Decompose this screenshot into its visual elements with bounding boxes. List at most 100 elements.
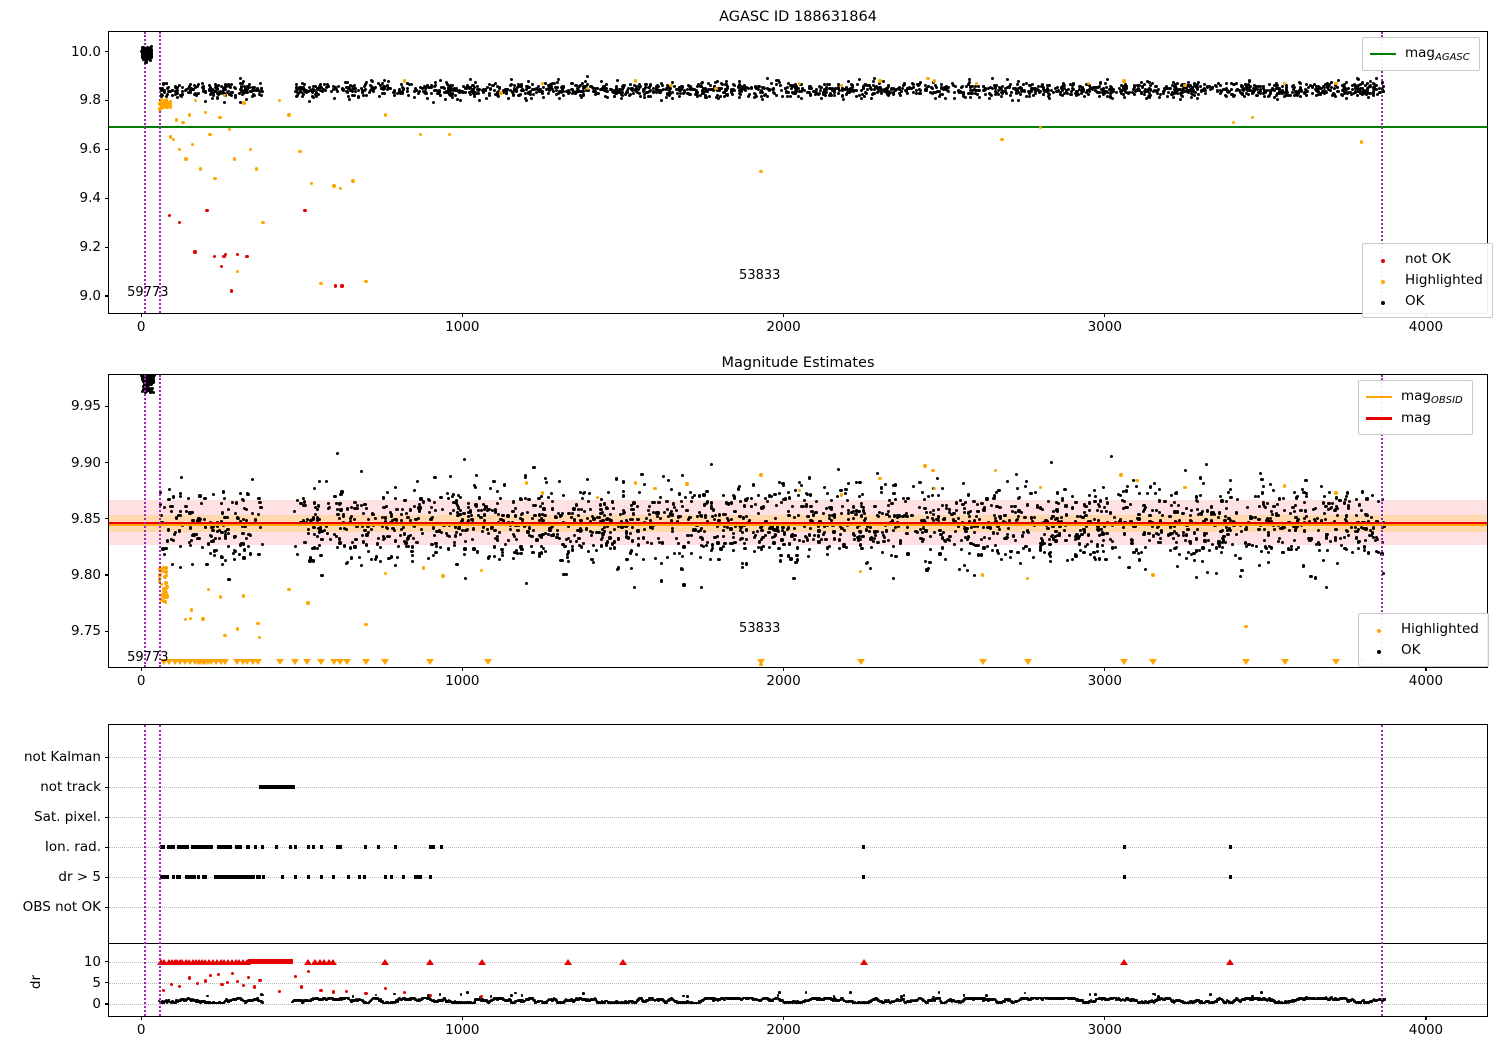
data-point xyxy=(367,550,371,554)
data-point xyxy=(1092,488,1097,492)
data-point xyxy=(205,208,209,213)
data-point xyxy=(634,79,638,83)
data-point xyxy=(752,483,756,487)
data-point xyxy=(864,527,868,531)
data-point xyxy=(581,89,585,93)
data-point xyxy=(456,97,460,101)
data-point xyxy=(476,92,480,96)
data-point xyxy=(665,499,669,503)
data-point xyxy=(642,95,646,99)
data-point xyxy=(773,533,777,537)
panel2-ytick-mark xyxy=(105,405,109,408)
panel2-xtick-label: 2000 xyxy=(766,673,801,689)
data-point xyxy=(1139,92,1143,96)
data-point xyxy=(891,92,895,96)
data-point xyxy=(171,562,175,567)
data-point xyxy=(648,90,652,94)
data-point xyxy=(402,532,406,536)
data-point xyxy=(1098,81,1102,85)
data-point xyxy=(819,89,823,93)
data-point xyxy=(1312,517,1316,521)
data-point xyxy=(350,90,354,94)
data-point xyxy=(528,93,532,97)
data-point xyxy=(418,132,423,137)
data-point xyxy=(1320,484,1324,489)
data-point xyxy=(723,541,727,546)
data-point xyxy=(1230,92,1234,96)
data-point xyxy=(570,548,574,552)
data-point xyxy=(162,100,167,104)
data-point xyxy=(753,502,757,506)
panel2-xtick-label: 3000 xyxy=(1087,673,1122,689)
data-point xyxy=(897,87,901,91)
data-point xyxy=(348,89,352,93)
data-point xyxy=(851,505,855,509)
data-point xyxy=(1061,85,1065,89)
data-point xyxy=(145,46,149,50)
data-point xyxy=(879,91,883,95)
data-point xyxy=(360,469,364,473)
data-point xyxy=(746,94,750,98)
obsid-boundary-line xyxy=(158,32,161,313)
data-point xyxy=(892,514,896,518)
data-marker xyxy=(862,845,866,849)
data-point xyxy=(910,82,914,86)
data-point xyxy=(1264,89,1267,93)
data-point xyxy=(168,103,173,107)
data-point xyxy=(1304,494,1308,499)
data-point xyxy=(437,89,441,93)
data-point xyxy=(1199,89,1203,93)
data-point xyxy=(961,90,965,94)
data-point xyxy=(1016,91,1019,95)
panel1-legend-bottom[interactable]: not OK Highlighted OK xyxy=(1362,243,1493,318)
data-point xyxy=(215,92,219,96)
data-point xyxy=(790,504,794,508)
panel1-ytick-mark xyxy=(105,295,109,297)
data-point xyxy=(1180,91,1184,95)
data-point xyxy=(1162,92,1166,96)
data-point xyxy=(611,89,615,93)
data-point xyxy=(1038,506,1043,510)
data-point xyxy=(979,501,983,505)
panel2-legend-top[interactable]: magOBSID mag xyxy=(1358,380,1473,436)
data-point xyxy=(637,490,641,495)
data-point xyxy=(246,492,250,496)
data-point xyxy=(730,87,734,91)
data-point xyxy=(1242,89,1246,93)
data-marker xyxy=(383,875,387,879)
data-point xyxy=(1354,497,1358,502)
panel1-legend-top[interactable]: magAGASC xyxy=(1362,37,1480,72)
data-point xyxy=(245,97,249,101)
data-point xyxy=(791,91,795,95)
data-point xyxy=(997,89,1001,93)
data-point xyxy=(218,91,222,95)
data-point xyxy=(1291,90,1295,94)
panel1-xtick-mark xyxy=(140,313,142,317)
data-point xyxy=(1218,511,1222,515)
data-point xyxy=(1244,527,1248,531)
data-point xyxy=(621,480,626,484)
data-point xyxy=(628,93,632,97)
data-point xyxy=(435,89,439,93)
data-point xyxy=(223,100,227,104)
data-point xyxy=(238,81,242,85)
data-point xyxy=(961,502,965,507)
data-point xyxy=(421,86,425,90)
data-point xyxy=(783,87,787,91)
data-point xyxy=(695,93,699,97)
data-point xyxy=(954,501,959,505)
data-point xyxy=(636,543,640,547)
data-point xyxy=(1120,92,1124,95)
data-point xyxy=(620,93,624,97)
data-point xyxy=(993,543,997,547)
data-point xyxy=(1066,91,1070,95)
data-point xyxy=(250,90,254,94)
data-point xyxy=(451,92,455,96)
data-point xyxy=(323,88,327,92)
data-marker xyxy=(319,845,323,849)
data-point xyxy=(567,89,571,93)
data-point xyxy=(1351,83,1355,87)
panel2-legend-bottom[interactable]: Highlighted OK xyxy=(1358,613,1489,667)
data-point xyxy=(1110,86,1113,90)
data-point xyxy=(226,527,230,532)
